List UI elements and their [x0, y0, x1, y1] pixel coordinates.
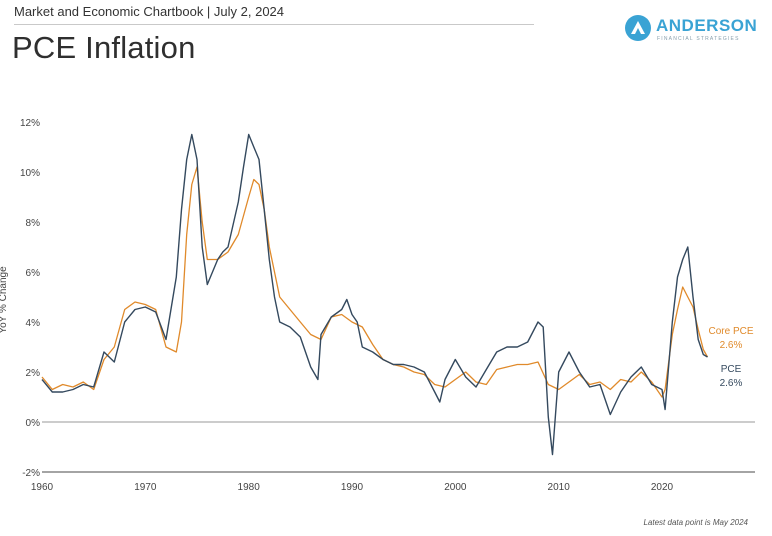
y-axis-label: YoY % Change — [0, 266, 9, 334]
y-tick-label: 0% — [26, 418, 41, 429]
y-axis-ticks: -2% 0% 2% 4% 6% 8% 10% 12% — [20, 118, 40, 479]
series-labels: Core PCE 2.6% PCE 2.6% — [708, 326, 753, 389]
x-tick-label: 1980 — [238, 482, 261, 493]
core-pce-series-line — [41, 166, 709, 398]
x-tick-label: 2020 — [651, 482, 674, 493]
pce-series-label: 2.6% — [720, 378, 743, 389]
y-tick-label: 8% — [26, 218, 41, 229]
core-pce-series-label: 2.6% — [720, 340, 743, 351]
y-tick-label: 4% — [26, 318, 41, 329]
y-tick-label: 2% — [26, 368, 41, 379]
x-axis-ticks: 1960 1970 1980 1990 2000 2010 2020 — [31, 482, 674, 493]
pce-series-line — [41, 133, 708, 456]
logo-tagline: FINANCIAL STRATEGIES — [657, 36, 740, 42]
series-layer — [41, 133, 709, 456]
x-tick-label: 1990 — [341, 482, 364, 493]
footnote: Latest data point is May 2024 — [643, 518, 748, 527]
page-title: PCE Inflation — [12, 30, 196, 65]
header-divider — [14, 24, 534, 25]
logo-mountain-icon — [625, 15, 651, 41]
x-tick-label: 2010 — [548, 482, 571, 493]
logo-name: ANDERSON — [656, 16, 758, 35]
x-tick-label: 2000 — [444, 482, 467, 493]
x-tick-label: 1960 — [31, 482, 54, 493]
y-tick-label: 6% — [26, 268, 41, 279]
y-tick-label: -2% — [22, 468, 40, 479]
chartbook-subtitle: Market and Economic Chartbook | July 2, … — [14, 4, 285, 19]
y-tick-label: 10% — [20, 168, 40, 179]
x-tick-label: 1970 — [134, 482, 157, 493]
y-tick-label: 12% — [20, 118, 40, 129]
pce-series-label: PCE — [721, 364, 742, 375]
core-pce-series-label: Core PCE — [708, 326, 753, 337]
company-logo: ANDERSON FINANCIAL STRATEGIES — [624, 14, 764, 46]
